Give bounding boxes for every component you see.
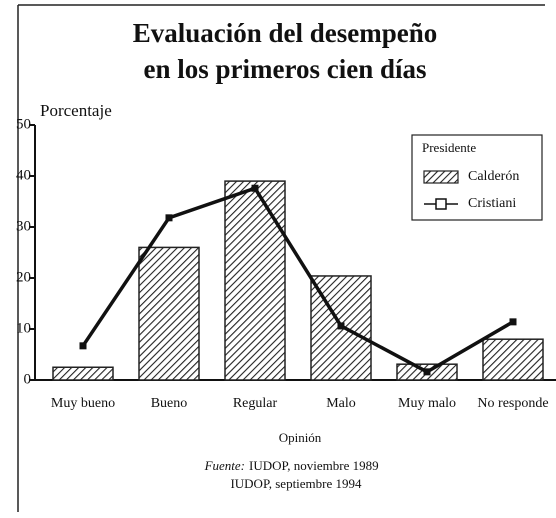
x-tick-label: Muy malo (398, 396, 456, 411)
x-axis-label: Opinión (279, 430, 322, 445)
chart-title: en los primeros cien días (144, 54, 427, 84)
source-label: Fuente: (204, 458, 245, 473)
point (509, 318, 517, 326)
legend-swatch (423, 170, 459, 184)
bar (224, 180, 286, 381)
point (165, 214, 173, 222)
chart-title: Evaluación del desempeño (133, 18, 438, 48)
bar (482, 338, 544, 381)
y-tick-label: 20 (16, 269, 31, 285)
point (337, 322, 345, 330)
line (81, 186, 514, 374)
source: IUDOP, septiembre 1994 (230, 476, 362, 491)
source: IUDOP, noviembre 1989 (249, 458, 379, 473)
x-tick-label: Bueno (151, 396, 188, 411)
point (423, 368, 431, 376)
y-axis-label: Porcentaje (40, 101, 112, 120)
x-tick-label: Malo (326, 396, 356, 411)
legend-box (411, 134, 543, 221)
bar (52, 366, 114, 381)
legend-title: Presidente (422, 140, 476, 155)
legend-swatch (435, 198, 447, 210)
legend-label: Calderón (468, 169, 519, 184)
y-tick-label: 40 (16, 167, 31, 183)
y-tick-label: 50 (16, 116, 31, 132)
point (251, 184, 259, 192)
y-tick-label: 0 (24, 371, 32, 387)
x-tick-label: Regular (233, 396, 278, 411)
bar (138, 246, 200, 381)
x-tick-label: No responde (477, 396, 548, 411)
point (79, 342, 87, 350)
y-tick-label: 10 (16, 320, 31, 336)
y-tick-label: 30 (16, 218, 31, 234)
x-tick-label: Muy bueno (51, 396, 115, 411)
legend-label: Cristiani (468, 196, 516, 211)
